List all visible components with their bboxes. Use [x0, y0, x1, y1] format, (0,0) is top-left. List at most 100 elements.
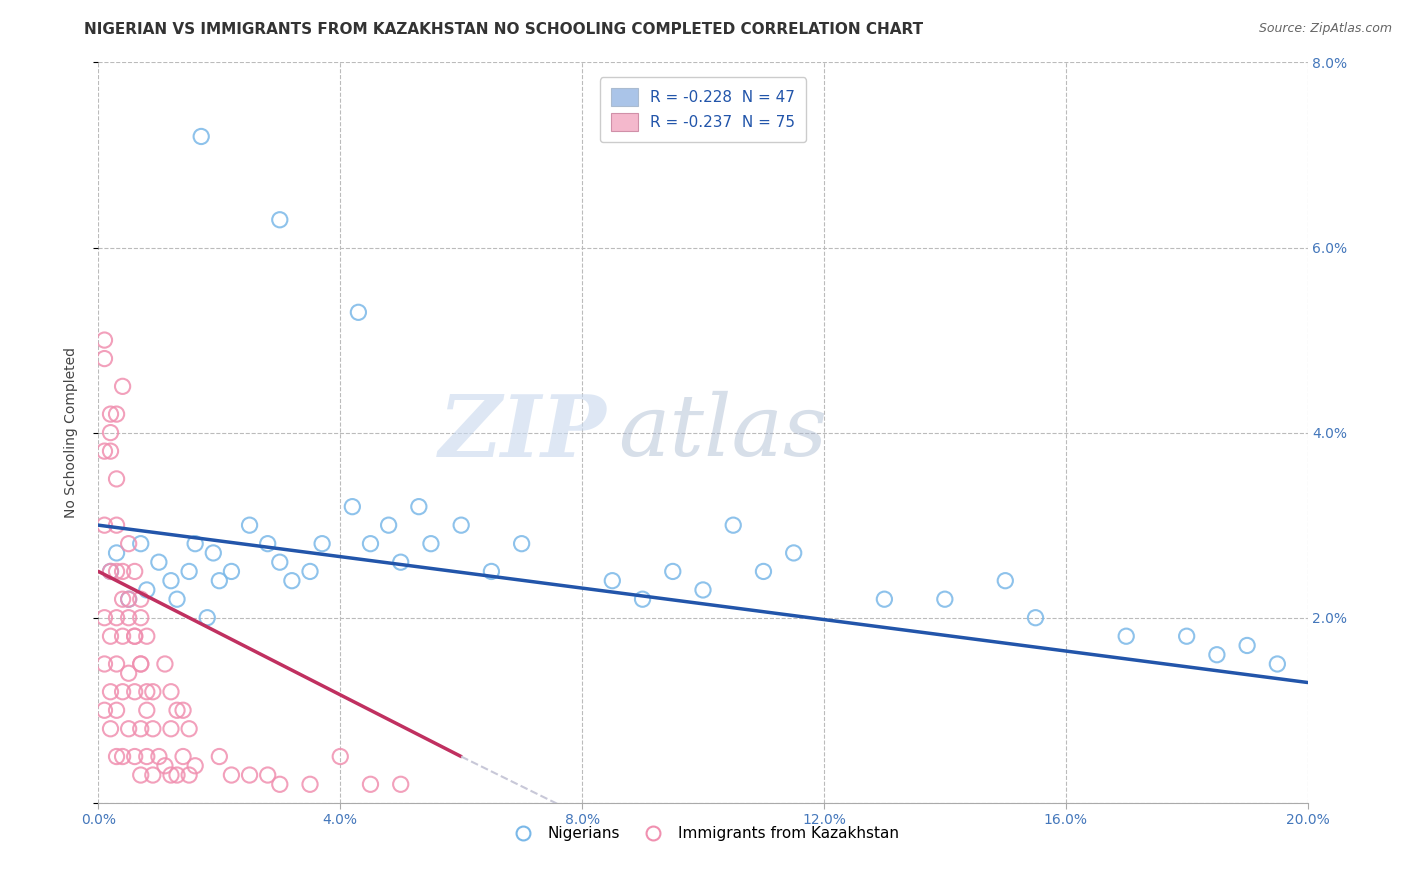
Point	[783, 546, 806, 560]
Point	[269, 777, 291, 791]
Point	[142, 722, 165, 736]
Point	[111, 379, 134, 393]
Text: Source: ZipAtlas.com: Source: ZipAtlas.com	[1258, 22, 1392, 36]
Point	[1175, 629, 1198, 643]
Point	[202, 546, 225, 560]
Point	[184, 758, 207, 772]
Point	[692, 582, 714, 597]
Point	[135, 629, 157, 643]
Point	[389, 555, 412, 569]
Point	[239, 518, 262, 533]
Point	[450, 518, 472, 533]
Point	[129, 610, 152, 624]
Point	[208, 749, 231, 764]
Point	[142, 768, 165, 782]
Point	[723, 518, 745, 533]
Point	[100, 407, 122, 421]
Point	[129, 657, 152, 671]
Point	[105, 546, 128, 560]
Point	[166, 768, 188, 782]
Legend: Nigerians, Immigrants from Kazakhstan: Nigerians, Immigrants from Kazakhstan	[502, 820, 904, 847]
Point	[105, 610, 128, 624]
Point	[481, 565, 503, 579]
Point	[360, 536, 382, 550]
Point	[111, 685, 134, 699]
Point	[184, 536, 207, 550]
Point	[195, 610, 218, 624]
Point	[160, 685, 183, 699]
Point	[190, 129, 212, 144]
Text: atlas: atlas	[619, 392, 828, 474]
Point	[221, 565, 243, 579]
Point	[377, 518, 399, 533]
Point	[142, 685, 165, 699]
Point	[299, 777, 322, 791]
Point	[93, 657, 115, 671]
Point	[135, 582, 157, 597]
Point	[153, 657, 176, 671]
Point	[100, 565, 122, 579]
Point	[129, 657, 152, 671]
Point	[347, 305, 370, 319]
Point	[100, 722, 122, 736]
Point	[934, 592, 956, 607]
Point	[256, 768, 278, 782]
Point	[135, 685, 157, 699]
Text: ZIP: ZIP	[439, 391, 606, 475]
Point	[111, 629, 134, 643]
Point	[221, 768, 243, 782]
Point	[602, 574, 624, 588]
Point	[360, 777, 382, 791]
Point	[93, 703, 115, 717]
Point	[118, 592, 141, 607]
Point	[311, 536, 333, 550]
Point	[172, 703, 194, 717]
Point	[389, 777, 412, 791]
Point	[153, 758, 176, 772]
Point	[1115, 629, 1137, 643]
Point	[111, 749, 134, 764]
Point	[148, 555, 170, 569]
Point	[118, 592, 141, 607]
Point	[873, 592, 896, 607]
Point	[160, 574, 183, 588]
Point	[129, 536, 152, 550]
Point	[105, 472, 128, 486]
Point	[1236, 639, 1258, 653]
Point	[299, 565, 322, 579]
Point	[118, 536, 141, 550]
Point	[342, 500, 364, 514]
Point	[631, 592, 654, 607]
Point	[100, 685, 122, 699]
Point	[93, 610, 115, 624]
Point	[179, 722, 201, 736]
Point	[105, 749, 128, 764]
Point	[93, 444, 115, 458]
Point	[166, 592, 188, 607]
Point	[118, 610, 141, 624]
Point	[118, 722, 141, 736]
Point	[135, 749, 157, 764]
Text: NIGERIAN VS IMMIGRANTS FROM KAZAKHSTAN NO SCHOOLING COMPLETED CORRELATION CHART: NIGERIAN VS IMMIGRANTS FROM KAZAKHSTAN N…	[84, 22, 924, 37]
Point	[105, 518, 128, 533]
Point	[172, 749, 194, 764]
Y-axis label: No Schooling Completed: No Schooling Completed	[63, 347, 77, 518]
Point	[100, 425, 122, 440]
Point	[269, 212, 291, 227]
Point	[179, 565, 201, 579]
Point	[408, 500, 430, 514]
Point	[661, 565, 683, 579]
Point	[129, 722, 152, 736]
Point	[124, 685, 146, 699]
Point	[105, 407, 128, 421]
Point	[281, 574, 304, 588]
Point	[93, 351, 115, 366]
Point	[100, 565, 122, 579]
Point	[124, 629, 146, 643]
Point	[239, 768, 262, 782]
Point	[105, 565, 128, 579]
Point	[752, 565, 775, 579]
Point	[124, 565, 146, 579]
Point	[208, 574, 231, 588]
Point	[160, 722, 183, 736]
